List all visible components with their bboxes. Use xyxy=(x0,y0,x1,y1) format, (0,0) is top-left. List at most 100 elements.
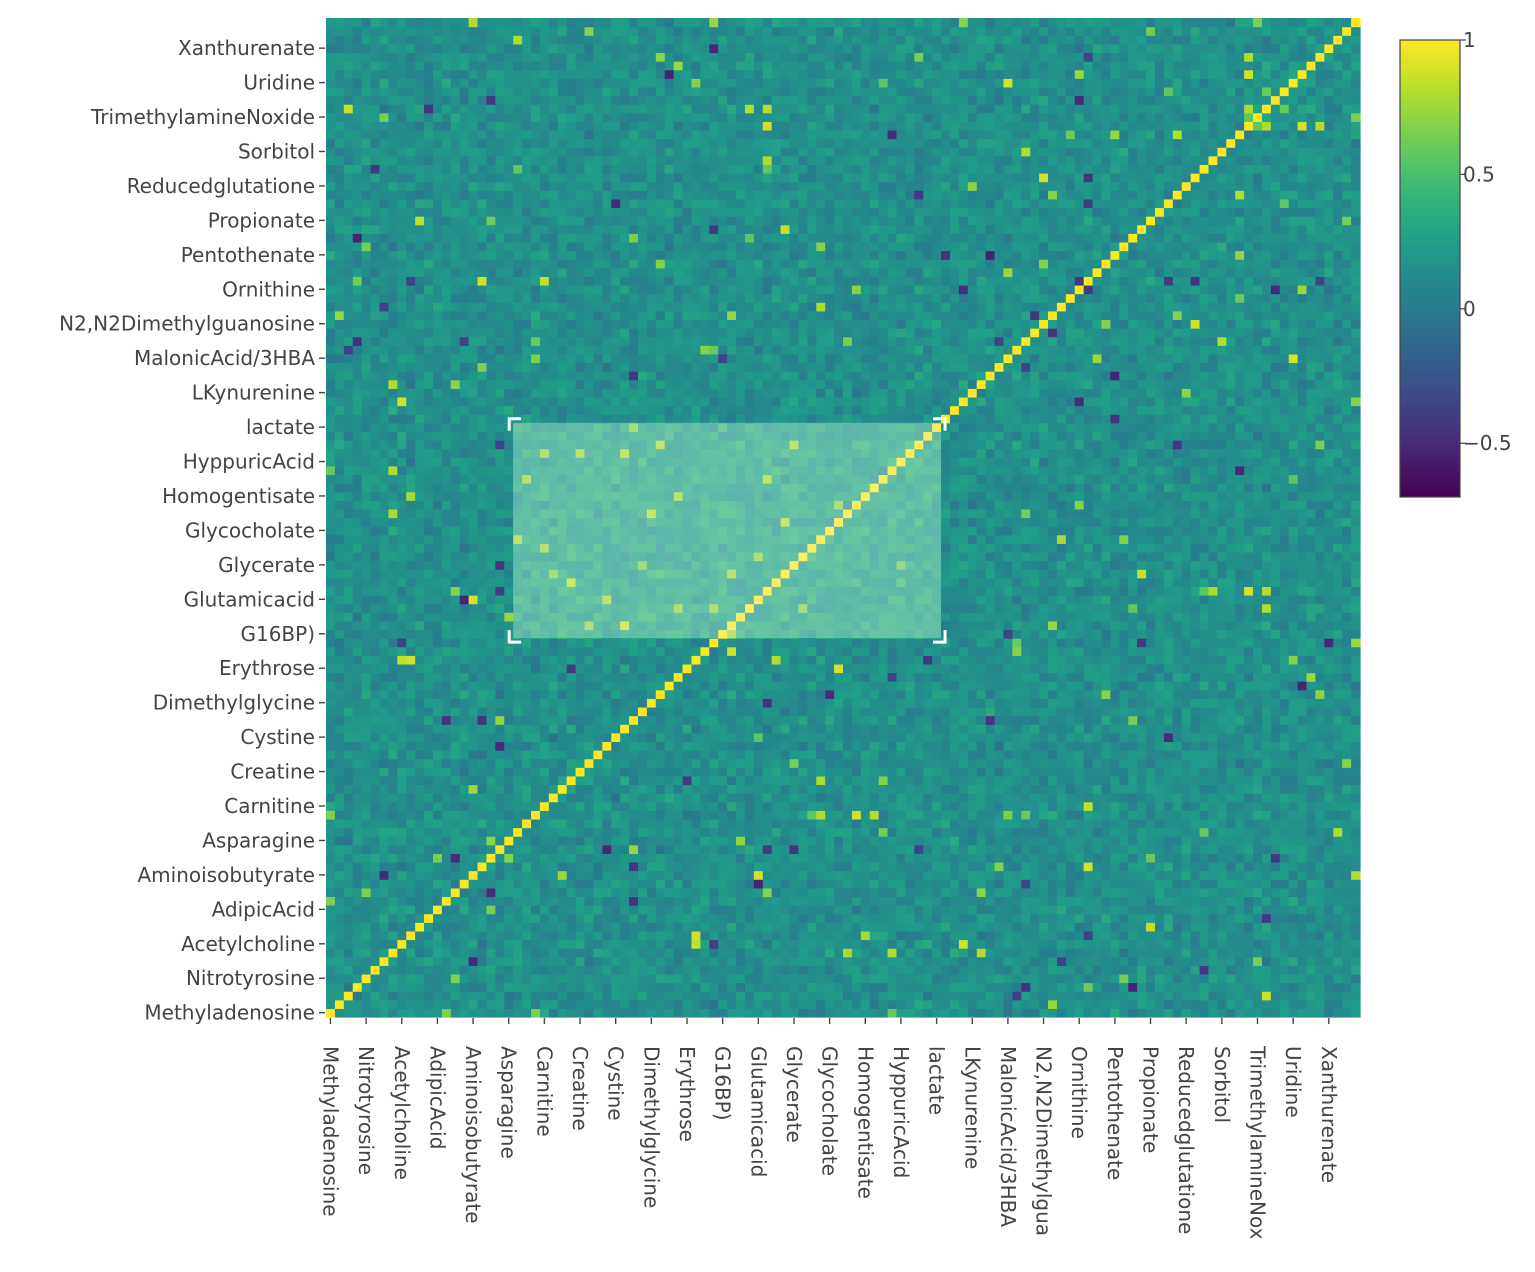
heatmap-cell xyxy=(326,638,336,648)
heatmap-cell xyxy=(1342,681,1352,691)
heatmap-cell xyxy=(967,663,978,674)
heatmap-cell xyxy=(753,965,764,975)
heatmap-cell xyxy=(513,861,523,872)
heatmap-cell xyxy=(1030,1008,1040,1018)
heatmap-cell xyxy=(1012,706,1022,717)
heatmap-cell xyxy=(985,724,996,734)
heatmap-cell xyxy=(602,793,612,803)
heatmap-cell xyxy=(1190,810,1201,820)
heatmap-cell xyxy=(1181,879,1192,889)
heatmap-cell xyxy=(637,793,648,803)
heatmap-cell xyxy=(504,973,514,984)
heatmap-cell xyxy=(548,706,559,717)
heatmap-cell xyxy=(334,973,345,984)
heatmap-cell xyxy=(406,750,416,760)
heatmap-cell xyxy=(843,870,853,880)
heatmap-cell xyxy=(1279,913,1290,923)
heatmap-cell xyxy=(744,870,755,880)
heatmap-cell xyxy=(718,784,728,794)
heatmap-cell xyxy=(1012,758,1022,768)
heatmap-cell xyxy=(905,879,915,889)
heatmap-cell xyxy=(753,1008,764,1018)
heatmap-cell xyxy=(860,750,871,760)
heatmap-cell xyxy=(869,930,880,941)
heatmap-cell xyxy=(424,939,434,949)
heatmap-cell xyxy=(397,956,407,966)
heatmap-cell xyxy=(967,896,978,906)
heatmap-cell xyxy=(1056,991,1067,1001)
heatmap-cell xyxy=(887,922,898,932)
heatmap-cell xyxy=(709,930,719,941)
heatmap-cell xyxy=(1208,982,1218,992)
heatmap-cell xyxy=(468,715,479,725)
heatmap-cell xyxy=(326,793,336,803)
heatmap-cell xyxy=(914,698,924,708)
heatmap-cell xyxy=(557,879,568,889)
heatmap-cell xyxy=(1030,922,1040,932)
heatmap-cell xyxy=(869,741,880,751)
heatmap-cell xyxy=(1128,836,1138,846)
heatmap-cell xyxy=(994,732,1005,743)
heatmap-cell xyxy=(432,999,443,1009)
heatmap-cell xyxy=(343,724,354,734)
heatmap-cell xyxy=(629,801,639,811)
heatmap-cell xyxy=(1083,1008,1094,1018)
heatmap-cell xyxy=(896,922,906,932)
heatmap-cell xyxy=(967,973,978,984)
heatmap-cell xyxy=(1297,982,1308,992)
heatmap-cell xyxy=(834,724,844,734)
heatmap-cell xyxy=(1181,655,1192,665)
heatmap-cell xyxy=(1074,1008,1085,1018)
heatmap-cell xyxy=(923,801,933,811)
heatmap-cell xyxy=(941,982,951,992)
heatmap-cell xyxy=(1253,939,1263,949)
heatmap-cell xyxy=(1297,741,1308,751)
heatmap-cell xyxy=(379,655,389,665)
heatmap-cell xyxy=(379,853,389,863)
heatmap-cell xyxy=(985,853,996,863)
heatmap-cell xyxy=(557,844,568,854)
heatmap-cell xyxy=(744,758,755,768)
heatmap-cell xyxy=(1056,870,1067,880)
heatmap-cell xyxy=(798,715,808,725)
heatmap-cell xyxy=(1235,818,1245,829)
heatmap-cell xyxy=(379,965,389,975)
heatmap-cell xyxy=(388,706,398,717)
heatmap-cell xyxy=(843,965,853,975)
heatmap-cell xyxy=(727,681,737,691)
heatmap-cell xyxy=(1012,1008,1022,1018)
heatmap-cell xyxy=(655,930,666,941)
heatmap-cell xyxy=(1235,922,1245,932)
heatmap-cell xyxy=(334,672,345,682)
heatmap-cell xyxy=(424,991,434,1001)
heatmap-cell xyxy=(432,655,443,665)
heatmap-cell xyxy=(522,905,532,915)
heatmap-cell xyxy=(932,982,942,992)
heatmap-cell xyxy=(334,801,345,811)
heatmap-cell xyxy=(388,999,398,1009)
heatmap-cell xyxy=(700,689,710,699)
heatmap-cell xyxy=(629,689,639,699)
heatmap-cell xyxy=(949,948,960,958)
heatmap-cell xyxy=(709,879,719,889)
heatmap-cell xyxy=(450,784,461,794)
heatmap-cell xyxy=(941,655,951,665)
heatmap-cell xyxy=(887,827,898,837)
heatmap-cell xyxy=(718,991,728,1001)
heatmap-cell xyxy=(486,913,496,923)
heatmap-cell xyxy=(682,982,693,992)
heatmap-cell xyxy=(486,663,496,674)
heatmap-cell xyxy=(1128,706,1138,717)
heatmap-cell xyxy=(424,663,434,674)
heatmap-cell xyxy=(896,973,906,984)
heatmap-cell xyxy=(1351,646,1361,656)
heatmap-cell xyxy=(1235,646,1245,656)
heatmap-cell xyxy=(771,827,782,837)
heatmap-cell xyxy=(450,793,461,803)
heatmap-cell xyxy=(860,939,871,949)
heatmap-cell xyxy=(914,741,924,751)
heatmap-cell xyxy=(441,939,452,949)
heatmap-cell xyxy=(789,956,800,966)
heatmap-cell xyxy=(834,879,844,889)
heatmap-cell xyxy=(1279,750,1290,760)
